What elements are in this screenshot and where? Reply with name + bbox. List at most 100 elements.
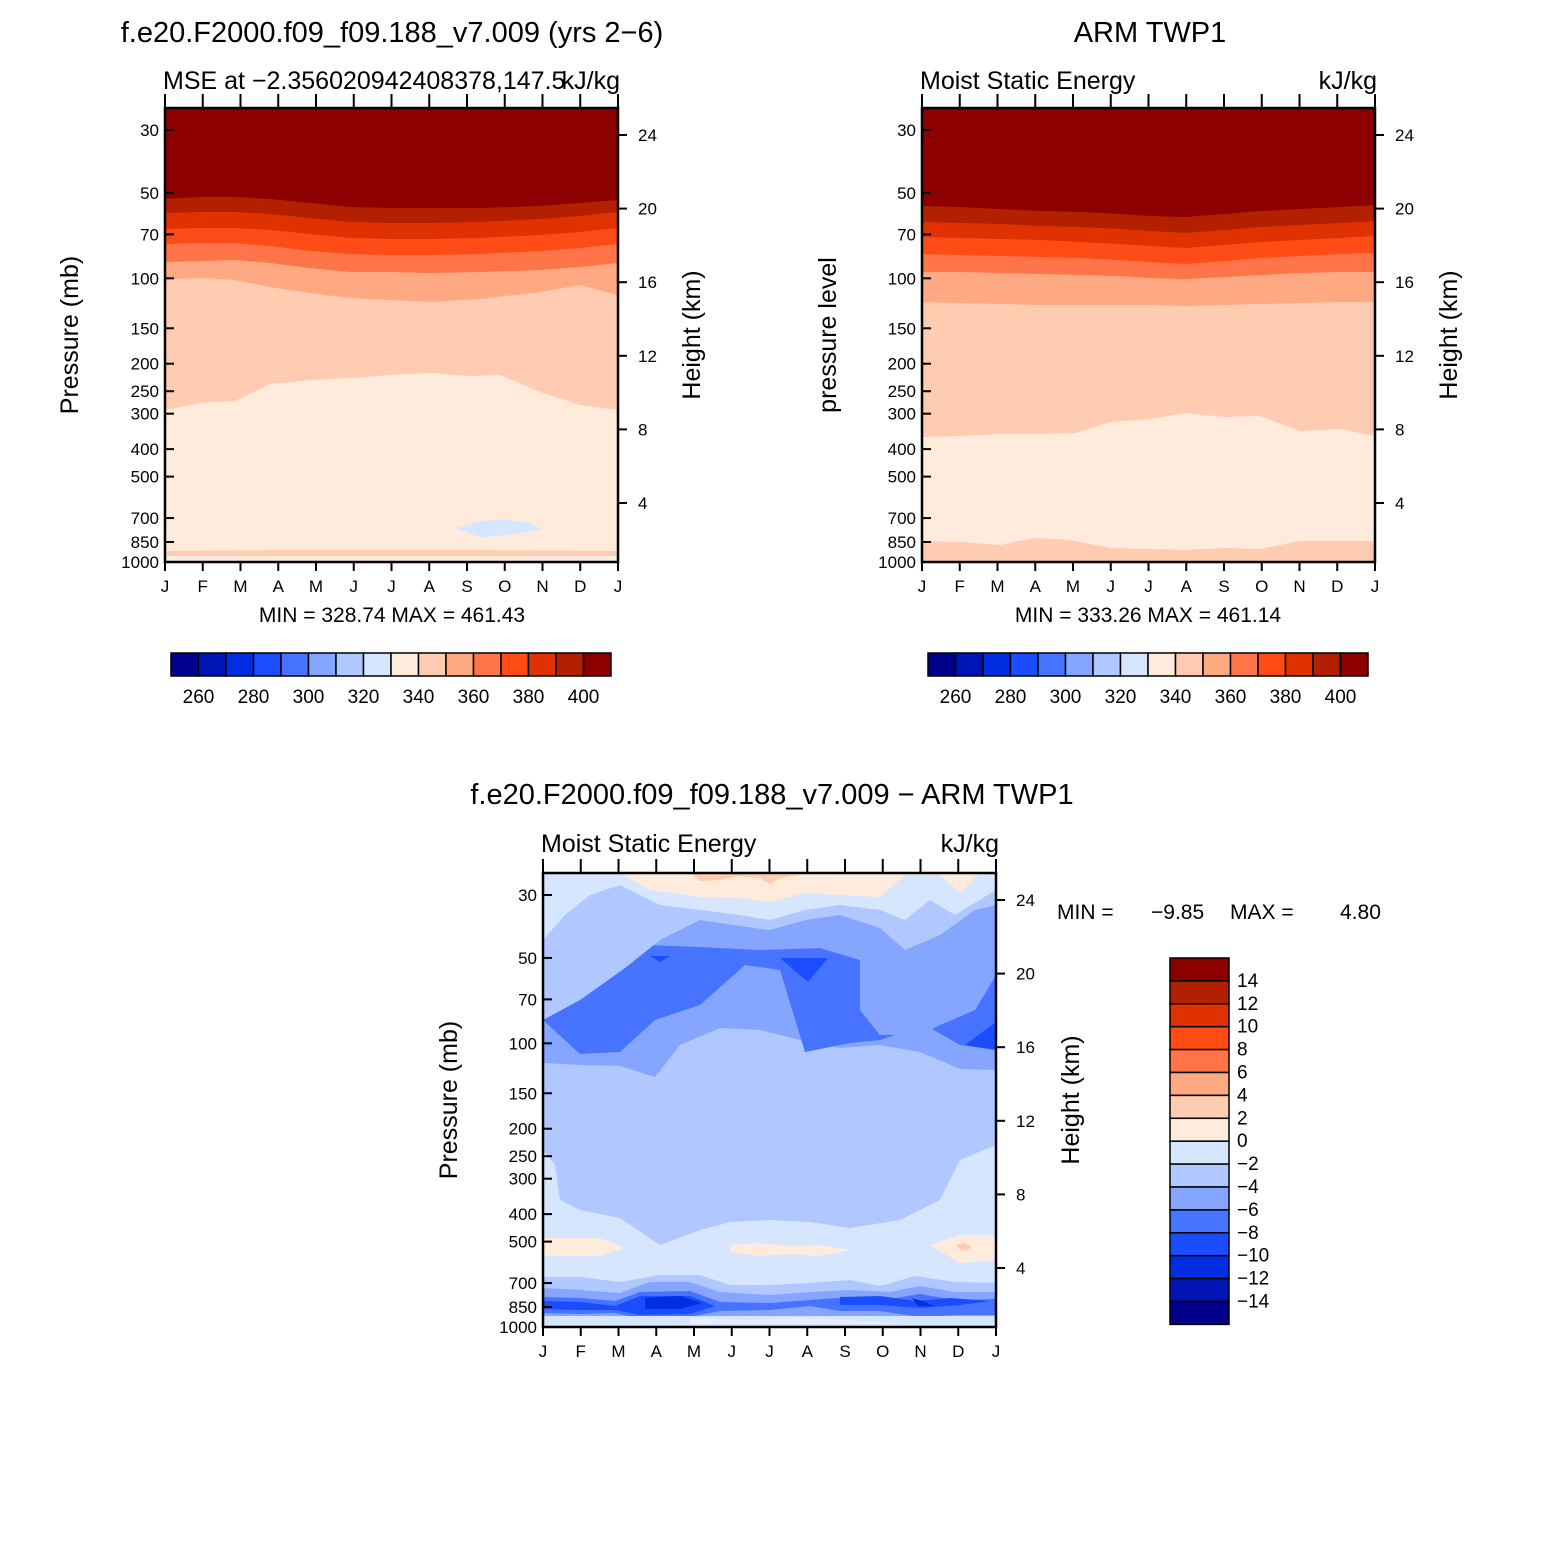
obs-colorbar-swatch <box>1174 652 1204 677</box>
diff-ylabel-right: Height (km) <box>1057 1035 1085 1164</box>
obs-stats: MIN = 333.26 MAX = 461.14 <box>1015 604 1281 627</box>
model-panel: f.e20.F2000.f09_f09.188_v7.009 (yrs 2−6)… <box>56 17 706 708</box>
obs-htick-label: 16 <box>1395 273 1414 292</box>
model-htick-label: 24 <box>638 126 657 145</box>
diff-month-label: F <box>576 1342 586 1361</box>
model-colorbar-swatch <box>197 652 227 677</box>
model-colorbar-swatch <box>582 652 612 677</box>
obs-month-label: S <box>1218 577 1229 596</box>
obs-month-label: J <box>1144 577 1153 596</box>
diff-panel: f.e20.F2000.f09_f09.188_v7.009 − ARM TWP… <box>435 779 1381 1361</box>
model-title: f.e20.F2000.f09_f09.188_v7.009 (yrs 2−6) <box>121 17 664 49</box>
model-ylabel: Pressure (mb) <box>56 256 84 414</box>
model-ptick-label: 200 <box>131 355 159 374</box>
model-ptick-label: 1000 <box>121 553 159 572</box>
diff-colorbar-label: 4 <box>1237 1085 1248 1106</box>
obs-colorbar-swatch <box>927 652 957 677</box>
model-ptick-label: 50 <box>140 184 159 203</box>
obs-title: ARM TWP1 <box>1074 17 1227 49</box>
diff-ptick-label: 500 <box>509 1233 537 1252</box>
obs-month-label: F <box>955 577 965 596</box>
diff-htick-label: 8 <box>1016 1185 1025 1204</box>
obs-colorbar-swatch <box>1312 652 1342 677</box>
diff-colorbar-swatch <box>1169 1186 1230 1211</box>
obs-ptick-label: 400 <box>888 440 916 459</box>
model-colorbar-swatch <box>445 652 475 677</box>
obs-ptick-label: 300 <box>888 405 916 424</box>
model-colorbar-label: 320 <box>348 687 380 708</box>
diff-htick-label: 4 <box>1016 1259 1025 1278</box>
model-month-label: O <box>498 577 511 596</box>
obs-ptick-label: 150 <box>888 319 916 338</box>
obs-htick-label: 20 <box>1395 200 1414 219</box>
diff-colorbar-swatch <box>1169 1025 1230 1051</box>
diff-colorbar-swatch <box>1169 1094 1230 1120</box>
diff-colorbar-label: −4 <box>1237 1177 1259 1198</box>
obs-month-label: A <box>1030 577 1042 596</box>
diff-subtitle: Moist Static Energy <box>541 830 757 858</box>
diff-colorbar-label: 10 <box>1237 1017 1258 1038</box>
diff-colorbar-swatch <box>1169 1209 1230 1234</box>
model-month-label: J <box>614 577 623 596</box>
model-colorbar-label: 400 <box>568 687 600 708</box>
model-colorbar: 260 280 300 320 340 360 380 400 <box>170 652 612 708</box>
obs-ylabel: pressure level <box>814 257 842 413</box>
model-month-label: F <box>198 577 208 596</box>
obs-units: kJ/kg <box>1319 67 1377 95</box>
obs-colorbar-swatch <box>1147 652 1177 677</box>
model-colorbar-swatch <box>500 652 530 677</box>
diff-stats-min-label: MIN = <box>1057 901 1114 924</box>
diff-month-label: N <box>914 1342 926 1361</box>
diff-band-2-mid-left <box>543 1238 625 1256</box>
diff-colorbar-swatch <box>1169 1117 1230 1142</box>
diff-colorbar-swatch <box>1169 1300 1230 1326</box>
diff-colorbar-label: 0 <box>1237 1131 1248 1152</box>
model-stats: MIN = 328.74 MAX = 461.43 <box>259 604 525 627</box>
obs-colorbar-swatch <box>1064 652 1094 677</box>
obs-month-label: M <box>990 577 1004 596</box>
model-surface-band-2 <box>165 556 618 562</box>
obs-surface-band <box>922 538 1375 562</box>
diff-ylabel: Pressure (mb) <box>435 1021 463 1179</box>
model-colorbar-swatch <box>170 652 200 677</box>
obs-ptick-label: 70 <box>897 225 916 244</box>
model-htick-label: 16 <box>638 273 657 292</box>
diff-min-pocket-lower-right <box>912 1298 933 1306</box>
diff-month-label: J <box>728 1342 737 1361</box>
obs-panel: ARM TWP1 Moist Static Energy kJ/kg 30 50 7… <box>814 17 1463 708</box>
model-ptick-label: 300 <box>131 405 159 424</box>
diff-month-label: D <box>952 1342 964 1361</box>
obs-band-top <box>922 108 1375 217</box>
diff-ptick-label: 200 <box>509 1120 537 1139</box>
diff-contour-field <box>543 873 996 1327</box>
model-low-pocket <box>455 519 542 537</box>
model-ptick-label: 150 <box>131 319 159 338</box>
diff-month-label: A <box>802 1342 814 1361</box>
obs-ylabel-right: Height (km) <box>1435 270 1463 399</box>
diff-ptick-label: 700 <box>509 1274 537 1293</box>
diff-min-pocket-upper-2 <box>780 958 828 982</box>
diff-colorbar-swatch <box>1169 1048 1230 1074</box>
model-colorbar-swatch <box>390 652 420 677</box>
model-month-label: M <box>233 577 247 596</box>
model-colorbar-label: 280 <box>238 687 270 708</box>
model-ylabel-right: Height (km) <box>678 270 706 399</box>
obs-subtitle: Moist Static Energy <box>920 67 1136 95</box>
diff-ptick-label: 250 <box>509 1147 537 1166</box>
diff-ptick-label: 70 <box>518 990 537 1009</box>
model-ptick-label: 850 <box>131 533 159 552</box>
model-month-label: N <box>536 577 548 596</box>
obs-htick-label: 4 <box>1395 494 1404 513</box>
obs-colorbar-swatch <box>1009 652 1039 677</box>
model-contour-field <box>165 108 618 562</box>
diff-stats-max-value: 4.80 <box>1340 901 1381 924</box>
model-htick-label: 4 <box>638 494 647 513</box>
obs-colorbar-label: 280 <box>995 687 1027 708</box>
model-colorbar-swatch <box>472 652 502 677</box>
obs-month-label: N <box>1293 577 1305 596</box>
diff-min-pocket-upper-3 <box>965 1022 996 1050</box>
obs-ptick-label: 100 <box>888 269 916 288</box>
diff-month-label: J <box>765 1342 774 1361</box>
